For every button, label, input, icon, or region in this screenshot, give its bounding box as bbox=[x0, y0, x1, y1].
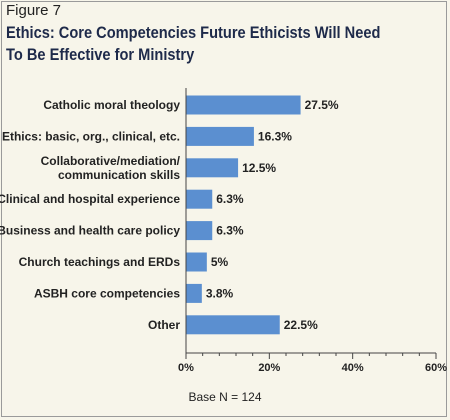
value-label: 12.5% bbox=[242, 161, 276, 175]
bar bbox=[186, 315, 280, 335]
bar bbox=[186, 126, 254, 146]
bar bbox=[186, 252, 207, 272]
x-tick-label: 20% bbox=[258, 362, 280, 374]
category-label: Catholic moral theology bbox=[43, 98, 180, 112]
value-label: 22.5% bbox=[284, 318, 318, 332]
chart-title-line-2: To Be Effective for Ministry bbox=[6, 45, 195, 64]
bar bbox=[186, 283, 202, 303]
bar bbox=[186, 158, 239, 178]
category-label: ASBH core competencies bbox=[34, 286, 180, 300]
value-label: 6.3% bbox=[216, 192, 244, 206]
category-label: Collaborative/mediation/ bbox=[41, 154, 181, 168]
base-n-footnote: Base N = 124 bbox=[188, 390, 262, 404]
value-label: 16.3% bbox=[258, 129, 292, 143]
value-label: 27.5% bbox=[305, 98, 339, 112]
category-label: Business and health care policy bbox=[0, 224, 180, 238]
value-label: 3.8% bbox=[206, 286, 234, 300]
category-label: communication skills bbox=[58, 168, 180, 182]
category-label: Clinical and hospital experience bbox=[0, 192, 180, 206]
bar bbox=[186, 95, 301, 115]
bar bbox=[186, 189, 213, 209]
x-tick-label: 0% bbox=[178, 362, 194, 374]
x-tick-label: 60% bbox=[425, 362, 447, 374]
category-label: Ethics: basic, org., clinical, etc. bbox=[2, 129, 180, 143]
figure-label: Figure 7 bbox=[6, 2, 62, 19]
x-tick-label: 40% bbox=[342, 362, 364, 374]
category-label: Other bbox=[148, 318, 180, 332]
value-label: 5% bbox=[211, 255, 229, 269]
bar bbox=[186, 221, 213, 241]
chart-title: Ethics: Core Competencies Future Ethicis… bbox=[6, 22, 381, 66]
category-label: Church teachings and ERDs bbox=[19, 255, 181, 269]
value-label: 6.3% bbox=[216, 224, 244, 238]
chart-title-line-1: Ethics: Core Competencies Future Ethicis… bbox=[6, 23, 381, 42]
